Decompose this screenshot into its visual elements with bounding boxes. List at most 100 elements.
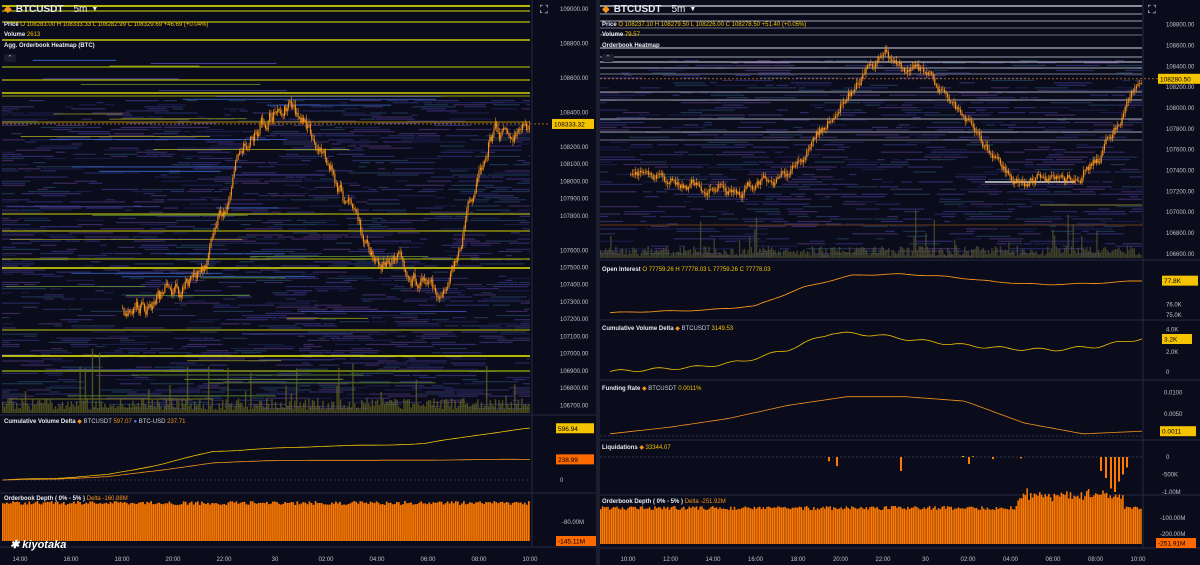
right-heatmap-cell [969,141,991,143]
left-heatmap-cell [2,201,19,203]
left-heatmap-cell [192,164,218,166]
left-heatmap-cell [2,155,10,157]
right-heatmap-cell [654,166,669,168]
left-heatmap-cell [240,399,271,401]
left-depth-bar [237,503,240,541]
left-heatmap-cell [2,263,35,265]
left-heatmap-cell [2,139,25,141]
right-depth-bar [986,507,989,544]
left-price-candle [235,161,237,171]
left-heatmap-cell [223,381,244,383]
right-depth-bar [1020,498,1023,544]
right-heatmap-cell [683,60,699,62]
left-price-candle [394,257,396,261]
left-heatmap-cell [452,283,482,286]
left-volume-bar [299,401,301,413]
right-heatmap-cell [1009,243,1023,245]
left-volume-bar [206,409,208,413]
right-depth-bar [663,506,665,544]
left-volume-bar [63,408,66,413]
right-depth-bar [843,508,846,544]
right-time-axis-label: 20:00 [833,557,849,563]
right-price-candle [980,135,982,142]
right-depth-bar [645,508,647,544]
left-heatmap-cell [49,391,59,393]
left-heatmap-cell [341,112,366,114]
left-volume-bar [496,409,498,413]
left-heatmap-cell [2,219,19,222]
left-heatmap-cell [425,391,455,393]
left-heatmap-cell [133,240,166,242]
left-heatmap-cell [327,155,334,157]
right-heatmap-cell [898,77,943,79]
left-heatmap-cell [303,343,314,346]
left-price-candle [133,308,135,314]
left-heatmap-cell [197,319,220,321]
right-heatmap-cell [670,126,706,129]
right-price-candle [1111,134,1114,139]
right-heatmap-cell [1025,131,1057,133]
right-heatmap-cell [647,154,684,156]
right-heatmap-cell [1007,191,1051,193]
left-collapse-button[interactable]: ⌃ [4,54,16,62]
right-heatmap-cell [795,84,831,86]
left-heatmap-cell [336,242,353,244]
right-depth-bar [757,507,759,544]
left-depth-bar [365,502,368,541]
left-symbol-label[interactable]: BTCUSDT [15,4,64,15]
right-symbol-label[interactable]: BTCUSDT [613,4,662,15]
right-price-candle [834,115,837,118]
left-heatmap-cell [288,228,307,230]
right-volume-bar [625,248,627,258]
right-fullscreen-icon[interactable]: ⛶ [1148,4,1156,16]
right-price-candle [911,67,914,69]
left-heatmap-cell [307,286,353,288]
left-heatmap-cell [61,339,91,341]
left-depth-bar [257,502,260,541]
left-volume-bar [382,398,384,413]
panel-divider[interactable] [596,0,600,565]
left-volume-bar [318,405,321,413]
left-price-candle [123,308,125,315]
left-volume-bar [23,401,25,413]
left-heatmap-cell [92,112,130,114]
right-depth-bar [722,508,725,544]
right-price-candle [745,185,747,190]
left-heatmap-cell [2,281,40,284]
right-heatmap-cell [638,114,662,116]
right-depth-bar [1107,497,1110,544]
left-heatmap-cell [167,199,207,201]
left-timeframe-dropdown-icon[interactable]: ▼ [91,6,99,13]
right-price-candle [951,102,954,104]
right-price-candle [881,55,883,57]
right-price-candle [1042,176,1045,178]
left-heatmap-cell [482,298,520,300]
left-heatmap-cell [355,261,390,263]
right-volume-bar [784,249,786,258]
right-heatmap-cell [810,176,833,178]
left-heatmap-cell [38,323,62,325]
left-heatmap-cell [297,308,328,310]
right-heatmap-cell [895,126,903,129]
left-heatmap-cell [241,172,276,174]
right-heatmap-cell [708,173,723,176]
right-timeframe-dropdown-icon[interactable]: ▼ [689,6,697,13]
right-volume-bar [1126,246,1129,258]
left-fullscreen-icon[interactable]: ⛶ [540,4,548,16]
right-heatmap-cell [842,203,866,205]
right-price-candle [1137,83,1139,86]
left-timeframe-selector[interactable]: 5m [73,4,88,15]
right-price-candle [985,144,987,147]
left-depth-bar [424,503,427,541]
left-heatmap-cell [414,100,459,102]
left-heatmap-cell [512,393,530,395]
right-collapse-button[interactable]: ⌃ [602,54,614,62]
left-heatmap-cell [110,128,149,131]
right-price-candle [713,188,715,192]
left-heatmap-cell [272,292,288,294]
left-time-axis-label: 10:00 [522,557,538,563]
right-timeframe-selector[interactable]: 5m [671,4,686,15]
left-depth-bar [339,501,341,541]
right-price-axis-label: 107400.00 [1166,168,1195,174]
left-heatmap-cell [246,317,277,319]
